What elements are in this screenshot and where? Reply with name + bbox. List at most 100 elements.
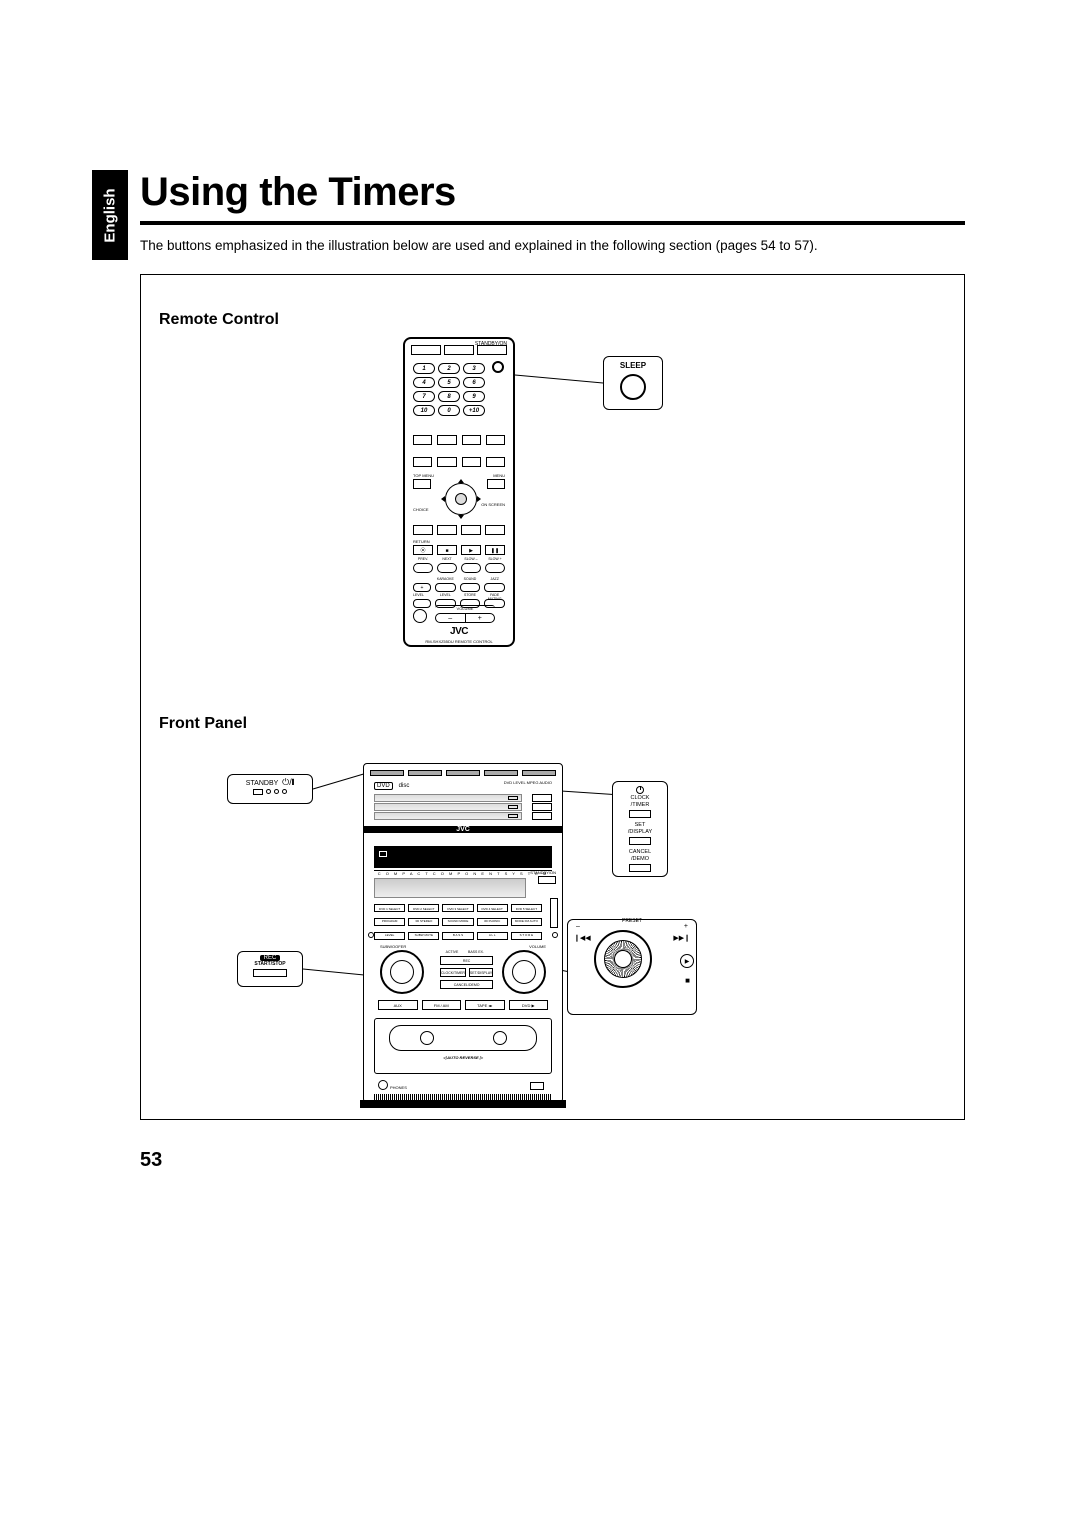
unit-bass[interactable]: B A S S xyxy=(442,932,473,940)
remote-mute-button[interactable] xyxy=(413,609,427,623)
remote-angle[interactable] xyxy=(462,435,481,445)
remote-slow-row xyxy=(413,563,505,573)
remote-control: STANDBY/ON 1 2 3 4 5 6 7 8 9 10 0 +10 xyxy=(403,337,515,647)
remote-slow-plus[interactable] xyxy=(485,563,505,573)
numpad-9[interactable]: 9 xyxy=(463,391,485,402)
reel-icon xyxy=(493,1031,507,1045)
numpad-8[interactable]: 8 xyxy=(438,391,460,402)
remote-vol-plus[interactable]: + xyxy=(466,614,495,622)
unit-side-slider[interactable] xyxy=(550,898,558,928)
remote-next[interactable] xyxy=(437,563,457,573)
remote-program[interactable] xyxy=(413,435,432,445)
remote-fm-am[interactable] xyxy=(437,525,457,535)
unit-tape-door[interactable]: ◁ AUTO REVERSE ▷ xyxy=(374,1018,552,1074)
numpad-6[interactable]: 6 xyxy=(463,377,485,388)
unit-standby-button[interactable] xyxy=(538,876,556,884)
remote-pause-button[interactable]: ❚❚ xyxy=(485,545,505,555)
unit-cancel-demo-button[interactable]: CANCEL/DEMO xyxy=(440,980,493,989)
numpad-3[interactable]: 3 xyxy=(463,363,485,374)
remote-aux[interactable] xyxy=(413,525,433,535)
unit-rec-button[interactable]: REC xyxy=(440,956,493,965)
remote-sleep-button[interactable] xyxy=(492,361,504,373)
unit-base xyxy=(360,1100,566,1108)
unit-right-labels: DVD LEVEL MPEG AUDIO xyxy=(504,780,552,785)
numpad-10[interactable]: 10 xyxy=(413,405,435,416)
dvd1-select[interactable]: DVD 1 SELECT xyxy=(374,904,405,912)
page-number: 53 xyxy=(140,1149,162,1172)
unit-store[interactable]: S T O R E xyxy=(511,932,542,940)
remote-return-button[interactable]: ⦿ xyxy=(413,545,433,555)
remote-bass-plus[interactable]: + xyxy=(413,583,431,592)
unit-sound-mode[interactable]: SOUND MODE xyxy=(442,918,473,926)
volume-knob[interactable] xyxy=(502,950,546,994)
unit-aux-button[interactable]: AUX xyxy=(378,1000,418,1010)
numpad-4[interactable]: 4 xyxy=(413,377,435,388)
subwoofer-knob[interactable] xyxy=(380,950,424,994)
phones-jack-icon[interactable] xyxy=(378,1080,388,1090)
rec-startstop-label: START/STOP xyxy=(238,961,302,967)
remote-zoom[interactable] xyxy=(437,435,456,445)
unit-tape-eject-button[interactable] xyxy=(530,1082,544,1090)
unit-subw-mute[interactable]: SUBW MUTE xyxy=(408,932,439,940)
standby-callout: STANDBY ⏻/❙ xyxy=(227,774,313,804)
numpad-0[interactable]: 0 xyxy=(438,405,460,416)
clock-timer-label: CLOCK /TIMER xyxy=(613,795,667,809)
dvd3-select[interactable]: DVD 3 SELECT xyxy=(442,904,473,912)
remote-dvd-cd[interactable] xyxy=(485,525,505,535)
dvd-logo: DVD xyxy=(374,782,393,790)
remote-play-button[interactable]: ▶ xyxy=(461,545,481,555)
unit-standby-label: STANDBY/ON xyxy=(530,870,556,875)
unit-disc-select-row: DVD 1 SELECT DVD 2 SELECT DVD 3 SELECT D… xyxy=(374,904,542,912)
unit-disc-tray[interactable] xyxy=(374,878,526,898)
remote-subtitle[interactable] xyxy=(437,457,456,467)
unit-3d-phonic[interactable]: 3D PHONIC xyxy=(477,918,508,926)
unit-fm-am-button[interactable]: FM / AM xyxy=(422,1000,462,1010)
remote-tape[interactable] xyxy=(461,525,481,535)
remote-audio[interactable] xyxy=(413,457,432,467)
remote-top-buttons xyxy=(411,345,507,359)
jog-prev-icon: ❙◀◀ xyxy=(574,934,591,942)
unit-3d-stereo[interactable]: 3D STEREO xyxy=(408,918,439,926)
remote-disc-level[interactable] xyxy=(486,457,505,467)
unit-jvc-logo: JVC xyxy=(364,826,562,833)
remote-vol-minus[interactable]: – xyxy=(436,614,466,622)
unit-dvd-button[interactable]: DVD ▶ xyxy=(509,1000,549,1010)
unit-display xyxy=(374,846,552,868)
numpad-7[interactable]: 7 xyxy=(413,391,435,402)
numpad-2[interactable]: 2 xyxy=(438,363,460,374)
numpad-1[interactable]: 1 xyxy=(413,363,435,374)
tape-window xyxy=(389,1025,537,1051)
dvd4-select[interactable]: DVD 4 SELECT xyxy=(477,904,508,912)
remote-tap[interactable] xyxy=(462,457,481,467)
unit-level[interactable]: LEVEL xyxy=(374,932,405,940)
remote-jazz[interactable] xyxy=(484,583,505,592)
remote-top-menu-button[interactable] xyxy=(413,479,431,489)
numpad-plus10[interactable]: +10 xyxy=(463,405,485,416)
remote-slow-minus[interactable] xyxy=(461,563,481,573)
unit-clock-timer-button[interactable]: CLOCK/TIMER xyxy=(440,968,466,977)
remote-prev[interactable] xyxy=(413,563,433,573)
auto-reverse-label: ◁ AUTO REVERSE ▷ xyxy=(375,1055,551,1060)
unit-all[interactable]: A L L xyxy=(477,932,508,940)
intro-text: The buttons emphasized in the illustrati… xyxy=(140,238,818,253)
display-led-icon xyxy=(379,851,387,857)
remote-karaoke[interactable] xyxy=(435,583,456,592)
unit-tape-button[interactable]: TAPE ◂▸ xyxy=(465,1000,505,1010)
remote-menu-button[interactable] xyxy=(487,479,505,489)
remote-level-label: LEVEL xyxy=(413,593,424,597)
dvd2-select[interactable]: DVD 2 SELECT xyxy=(408,904,439,912)
unit-play-column xyxy=(532,794,552,821)
remote-play-mode[interactable] xyxy=(486,435,505,445)
unit-fm-auto[interactable]: MODE FM AUTO xyxy=(511,918,542,926)
remote-dpad[interactable] xyxy=(441,479,481,519)
unit-center-labels: ACTIVEBASS EX. xyxy=(440,950,488,954)
remote-level-pm[interactable] xyxy=(413,599,431,608)
remote-sound[interactable] xyxy=(460,583,481,592)
dvd5-select[interactable]: DVD 5 SELECT xyxy=(511,904,542,912)
unit-set-display-button[interactable]: SET/DISPLAY xyxy=(469,968,493,977)
remote-stop-button[interactable]: ■ xyxy=(437,545,457,555)
remote-volume-rocker[interactable]: – + xyxy=(435,613,495,623)
remote-osd-label: ON SCREEN xyxy=(481,502,505,507)
numpad-5[interactable]: 5 xyxy=(438,377,460,388)
unit-program[interactable]: PROGRAM xyxy=(374,918,405,926)
